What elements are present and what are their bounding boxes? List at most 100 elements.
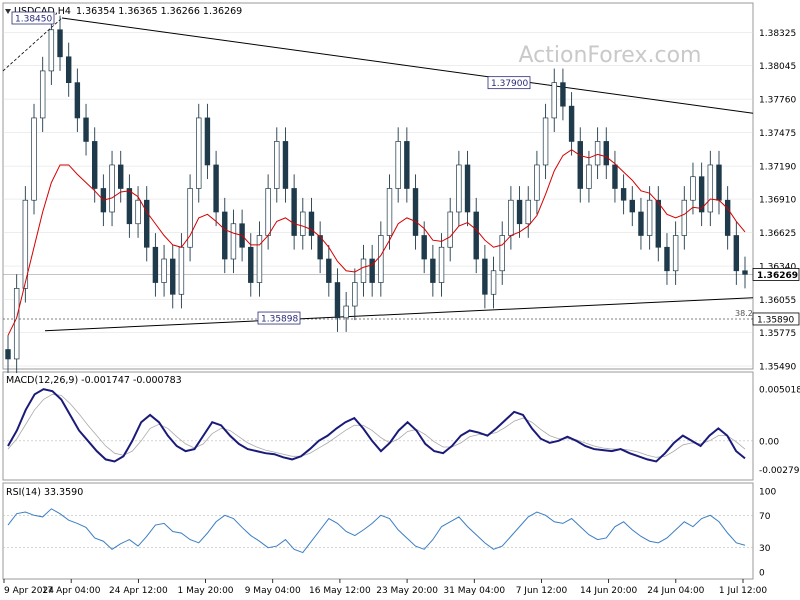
candle-body (334, 282, 341, 319)
candle-body (31, 117, 37, 201)
candle-body (655, 199, 662, 248)
candle-body (742, 270, 748, 275)
time-tick-label: 23 May 20:00 (376, 586, 438, 596)
candle-body (698, 176, 705, 213)
candle-body (118, 164, 124, 189)
rsi-tick-label: 30 (759, 544, 771, 554)
candle-body (430, 258, 436, 283)
rsi-tick-label: 70 (759, 512, 771, 522)
candle-body (248, 246, 254, 283)
candle-body (724, 199, 731, 236)
time-tick-label: 7 Jun 12:00 (516, 586, 568, 596)
rsi-tick-label: 100 (759, 488, 776, 498)
candle-body (57, 29, 63, 58)
last-price-label: 1.36269 (757, 271, 798, 281)
macd-tick-label: 0.005018 (759, 385, 800, 395)
candle-body (499, 235, 505, 272)
swing-price-label: 1.35898 (261, 315, 298, 325)
candle-body (39, 70, 46, 119)
price-tick-label: 1.36625 (759, 229, 796, 239)
candle-body (126, 188, 133, 225)
candle-body (638, 211, 644, 236)
candle-body (456, 164, 462, 213)
macd-panel-frame (2, 371, 754, 481)
rsi-layer: 100 70 30 0 (3, 488, 776, 579)
price-tick-label: 1.35490 (759, 363, 796, 373)
swing-price-box (487, 76, 531, 90)
candle-body (690, 176, 696, 201)
candle-body (161, 258, 167, 283)
candle-body (135, 199, 141, 225)
watermark: ActionForex.com (519, 43, 702, 68)
candle-body (612, 164, 618, 189)
candle-body (508, 199, 514, 236)
candle-body (274, 141, 280, 189)
candle-body (473, 211, 479, 260)
price-tick-label: 1.37475 (759, 129, 796, 139)
candle-body (308, 211, 315, 236)
candle-body (534, 164, 540, 201)
price-tick-label: 1.38045 (759, 62, 796, 72)
candle-body (170, 258, 176, 295)
candle-body (664, 246, 670, 272)
price-panel-frame (2, 2, 754, 370)
macd-layer: 0.005018 0.00 -0.002795 (3, 385, 800, 476)
candle-body (378, 235, 384, 283)
time-tick-label: 17 Apr 04:00 (42, 586, 101, 596)
swing-price-box (11, 11, 55, 25)
macd-tick-label: -0.002795 (759, 466, 800, 476)
price-tick-label: 1.36910 (759, 196, 796, 206)
projection-line (2, 17, 63, 72)
candle-body (343, 305, 349, 319)
lower-trendline (44, 297, 754, 332)
price-annotations: 1.38450 1.37900 1.35898 (11, 11, 531, 325)
price-tick-label: 1.37190 (759, 163, 796, 173)
candle-body (65, 56, 72, 84)
candle-body (386, 188, 393, 236)
candle-body (265, 188, 271, 236)
candle-body (144, 199, 150, 248)
candle-body (629, 199, 635, 213)
candle-body (412, 188, 419, 236)
price-tick-label: 1.36055 (759, 296, 796, 306)
candle-body (681, 199, 688, 236)
candle-body (447, 211, 453, 248)
macd-title: MACD(12,26,9) -0.001747 -0.000783 (6, 375, 182, 386)
price-tick-label: 1.37760 (759, 96, 796, 106)
candle-body (490, 270, 497, 295)
candle-body (672, 235, 679, 272)
candle-body (620, 188, 627, 201)
symbol-timeframe: USDCAD,H4 (14, 6, 71, 17)
price-axis: 1.38325 1.38045 1.37760 1.37475 1.37190 1.369… (752, 29, 800, 373)
swing-price-box (257, 311, 301, 325)
candle-body (646, 199, 653, 236)
candle-body (516, 199, 523, 225)
rsi-line (7, 508, 746, 554)
candle-body (230, 223, 237, 260)
candle-body (291, 188, 297, 236)
candle-body (369, 258, 375, 283)
time-tick-label: 1 Jul 12:00 (719, 586, 768, 596)
swing-price-label: 1.38450 (15, 15, 52, 25)
time-tick-label: 9 May 04:00 (245, 586, 301, 596)
candle-body (560, 82, 566, 107)
candle-body (300, 211, 306, 236)
candle-body (196, 117, 202, 189)
trendlines (2, 17, 754, 332)
candle-body (222, 211, 228, 260)
price-grid: 38.2 (3, 32, 753, 367)
candle-body (360, 258, 367, 283)
candle-body (464, 164, 471, 213)
candle-body (716, 164, 722, 201)
candle-body (603, 141, 609, 166)
candle-body (438, 246, 445, 283)
rsi-panel-frame (2, 482, 754, 580)
moving-average-layer (7, 149, 746, 336)
candle-body (152, 246, 159, 283)
candle-body (707, 164, 714, 213)
collapse-arrow-icon[interactable] (5, 9, 11, 14)
candle-body (109, 164, 115, 213)
price-tick-label: 1.38325 (759, 29, 796, 39)
